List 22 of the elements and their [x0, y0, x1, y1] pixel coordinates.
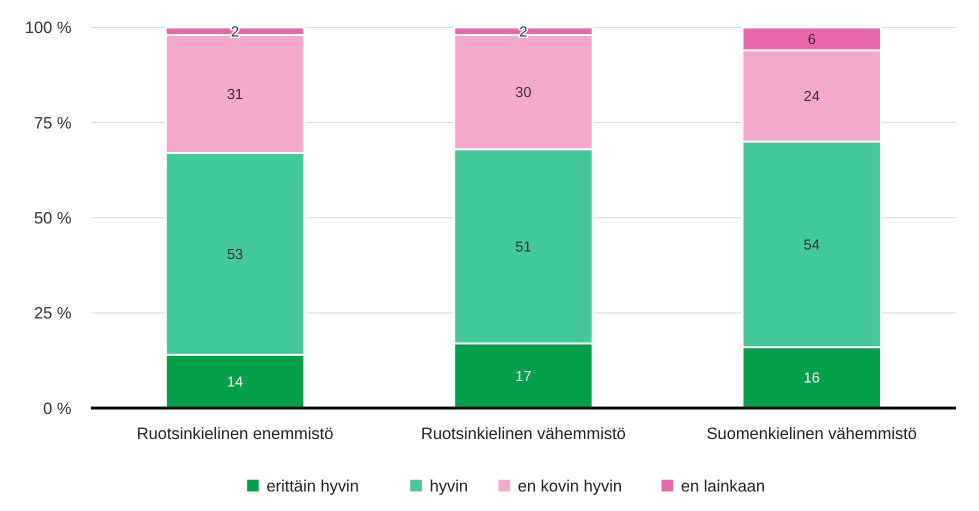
data-label: 14	[226, 374, 244, 391]
data-label: 6	[808, 32, 816, 48]
y-tick-label: 100 %	[24, 19, 72, 38]
x-tick-label: Ruotsinkielinen vähemmistö	[420, 425, 626, 444]
legend-label: en lainkaan	[680, 477, 766, 496]
data-label: 24	[804, 88, 820, 105]
y-tick-label: 0 %	[43, 400, 72, 418]
data-label: 16	[804, 370, 820, 387]
x-tick-label: Ruotsinkielinen enemmistö	[136, 425, 334, 444]
data-label: 53	[226, 246, 244, 263]
y-tick-label: 50 %	[34, 209, 72, 228]
legend-label: en kovin hyvin	[518, 477, 622, 496]
data-label: 30	[515, 85, 532, 102]
x-tick-label: Suomenkielinen vähemmistö	[706, 425, 917, 444]
y-tick-label: 25 %	[34, 304, 72, 323]
data-label: 54	[804, 237, 820, 254]
y-tick-label: 75 %	[34, 114, 72, 132]
legend-label: hyvin	[430, 477, 468, 496]
data-label: 17	[515, 368, 532, 385]
data-label: 31	[226, 87, 244, 104]
data-label: 51	[515, 239, 532, 256]
legend-label: erittäin hyvin	[266, 477, 359, 496]
